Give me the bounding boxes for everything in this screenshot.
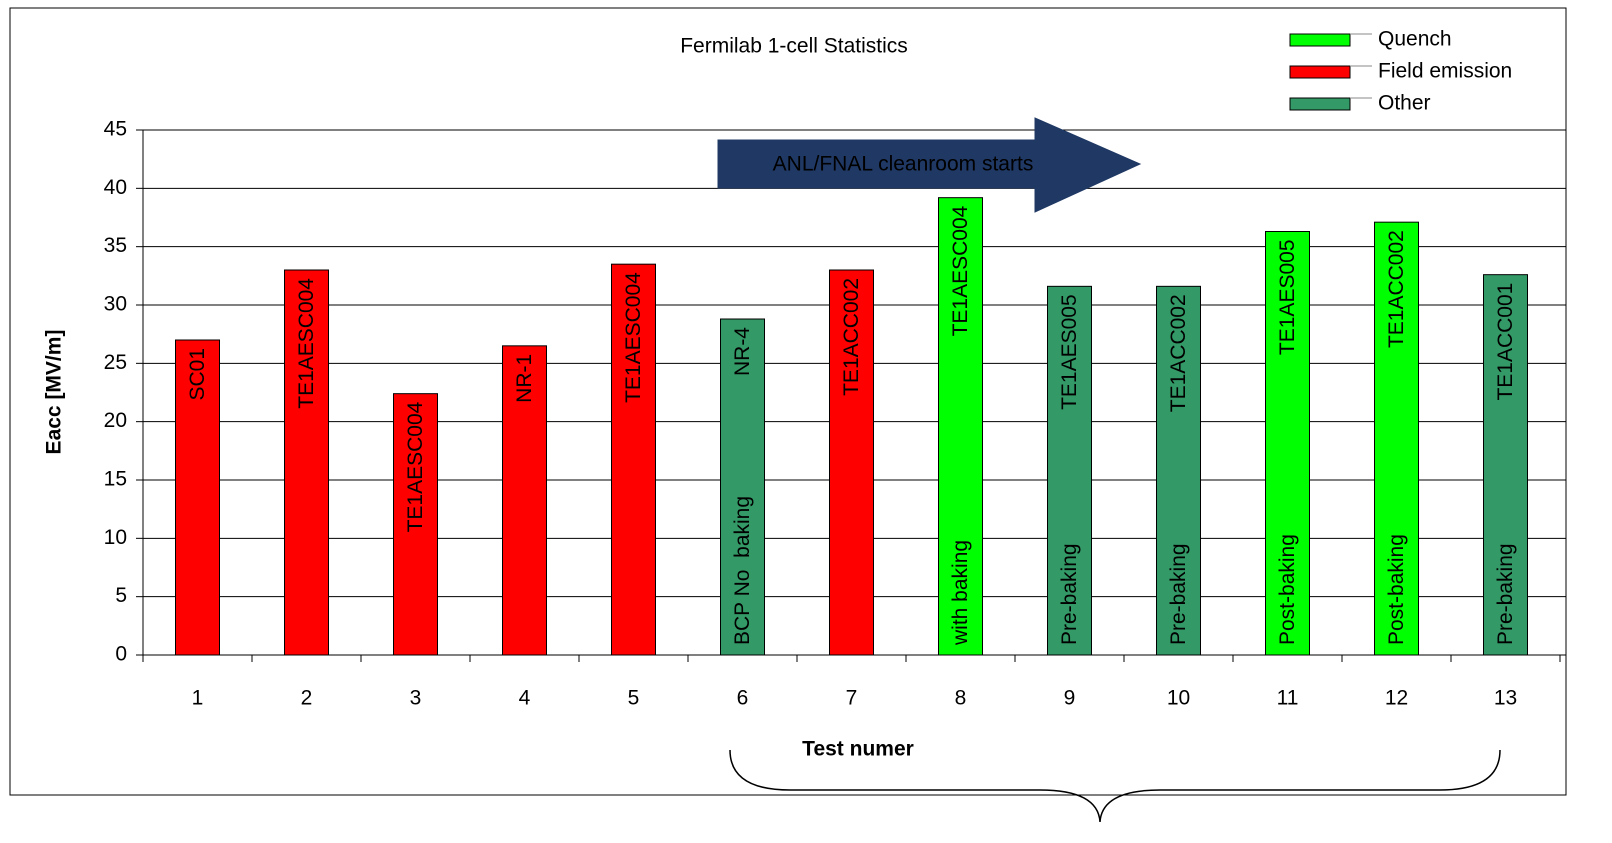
bar-label: TE1ACC002 bbox=[1385, 230, 1408, 348]
bar-label: TE1ACC001 bbox=[1494, 283, 1517, 401]
y-tick-label: 40 bbox=[104, 176, 127, 199]
bar bbox=[611, 263, 656, 656]
bar-label: TE1AESC004 bbox=[949, 205, 972, 336]
bar bbox=[938, 197, 983, 656]
bar bbox=[284, 269, 329, 656]
x-tick-label: 7 bbox=[846, 687, 858, 710]
bar bbox=[1483, 274, 1528, 656]
x-tick-label: 1 bbox=[192, 687, 204, 710]
bar-label: TE1AESC004 bbox=[404, 401, 427, 532]
legend-label: Quench bbox=[1378, 28, 1452, 51]
y-tick-label: 10 bbox=[104, 526, 127, 549]
legend-swatch bbox=[1289, 65, 1351, 79]
chart-title: Fermilab 1-cell Statistics bbox=[680, 35, 908, 58]
bar-note: Post-baking bbox=[1385, 534, 1408, 645]
x-tick-label: 6 bbox=[737, 687, 749, 710]
x-tick-label: 3 bbox=[410, 687, 422, 710]
x-tick-label: 13 bbox=[1494, 687, 1517, 710]
brace bbox=[729, 749, 1501, 823]
x-tick-label: 2 bbox=[301, 687, 313, 710]
bar-note: BCP No baking bbox=[731, 496, 754, 645]
bar-label: TE1AESC004 bbox=[295, 278, 318, 409]
bar-label: TE1AES005 bbox=[1058, 294, 1081, 410]
x-tick-label: 12 bbox=[1385, 687, 1408, 710]
x-tick-label: 9 bbox=[1064, 687, 1076, 710]
y-tick-label: 20 bbox=[104, 409, 127, 432]
bar-label: TE1ACC002 bbox=[840, 278, 863, 396]
bar-note: Post-baking bbox=[1276, 534, 1299, 645]
y-axis-label: Eacc [MV/m] bbox=[43, 330, 66, 455]
legend-label: Field emission bbox=[1378, 60, 1512, 83]
y-tick-label: 30 bbox=[104, 293, 127, 316]
y-tick-label: 5 bbox=[115, 584, 127, 607]
bar bbox=[1156, 285, 1201, 656]
y-tick-label: 0 bbox=[115, 643, 127, 666]
bar bbox=[720, 318, 765, 656]
bar bbox=[1374, 221, 1419, 656]
bar bbox=[502, 345, 547, 656]
bar-note: with baking bbox=[949, 540, 972, 646]
legend-swatch bbox=[1289, 33, 1351, 47]
bar-label: NR-1 bbox=[513, 354, 536, 403]
y-tick-label: 15 bbox=[104, 468, 127, 491]
bar bbox=[393, 393, 438, 656]
legend-label: Other bbox=[1378, 92, 1431, 115]
bar-label: SC01 bbox=[186, 348, 209, 401]
x-tick-label: 5 bbox=[628, 687, 640, 710]
bar-label: TE1AESC004 bbox=[622, 272, 645, 403]
bar-note: Pre-baking bbox=[1494, 543, 1517, 645]
bar bbox=[1265, 231, 1310, 656]
chart-frame bbox=[9, 7, 1567, 796]
y-tick-label: 45 bbox=[104, 118, 127, 141]
bar-label: TE1AES005 bbox=[1276, 240, 1299, 356]
annotation-arrow bbox=[717, 117, 1142, 213]
x-tick-label: 10 bbox=[1167, 687, 1190, 710]
bar-label: NR-4 bbox=[731, 327, 754, 376]
y-tick-label: 25 bbox=[104, 351, 127, 374]
bar-note: Pre-baking bbox=[1167, 543, 1190, 645]
y-tick-label: 35 bbox=[104, 234, 127, 257]
x-tick-label: 4 bbox=[519, 687, 531, 710]
bar-label: TE1ACC002 bbox=[1167, 294, 1190, 412]
x-tick-label: 11 bbox=[1277, 687, 1299, 710]
legend-swatch bbox=[1289, 97, 1351, 111]
bar bbox=[1047, 285, 1092, 656]
annotation-text: ANL/FNAL cleanroom starts bbox=[773, 153, 1034, 176]
bar-note: Pre-baking bbox=[1058, 543, 1081, 645]
bar bbox=[175, 339, 220, 656]
bar bbox=[829, 269, 874, 656]
x-axis-label: Test numer bbox=[802, 738, 914, 761]
x-tick-label: 8 bbox=[955, 687, 967, 710]
